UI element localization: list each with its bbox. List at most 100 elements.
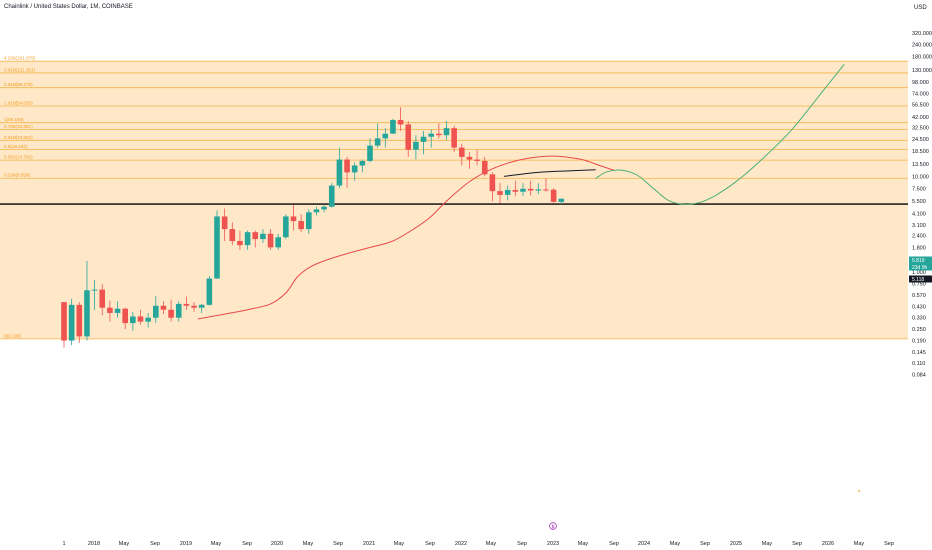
candle-body <box>474 159 480 161</box>
candle-body <box>558 198 565 202</box>
candle <box>168 299 174 322</box>
candle <box>267 229 274 250</box>
x-axis-tick: 2026 <box>822 541 834 547</box>
candle-body <box>497 191 503 195</box>
y-axis-tick: 10.000 <box>912 174 929 180</box>
candle-body <box>153 305 159 318</box>
x-axis-tick: May <box>394 541 405 547</box>
candle-body <box>130 316 136 324</box>
candle-body <box>290 216 297 222</box>
candle <box>145 312 151 328</box>
candle <box>153 295 159 324</box>
candle <box>107 300 113 322</box>
candle <box>237 230 243 250</box>
candle-body <box>198 304 205 308</box>
candle <box>397 107 404 131</box>
candle <box>497 183 503 204</box>
candle-body <box>527 188 534 191</box>
y-axis-tick: 98.000 <box>912 80 929 86</box>
fib-level-label: 0.236(9.558) <box>4 173 31 178</box>
fib-level-label: 1(55.166) <box>4 117 24 122</box>
candle-body <box>229 229 236 242</box>
x-axis-tick: Sep <box>884 541 894 547</box>
fib-level-label: 0(0.198) <box>4 333 22 338</box>
candle-body <box>191 305 197 308</box>
moving-average-line <box>197 155 615 320</box>
curves-layer <box>503 63 860 492</box>
candle-body <box>550 189 557 202</box>
axis-layer: 1 2018 May Sep 2019 May Sep 2020 May Sep 2021 May Se… <box>62 31 931 547</box>
y-axis-tick: 130.000 <box>912 68 932 74</box>
trend-curve <box>503 169 596 177</box>
candle <box>313 206 320 216</box>
candle <box>481 156 488 177</box>
labels-layer: 4.236(161.079) 3.618(121.361) 2.618(99.378… <box>4 56 36 339</box>
fib-level-label: 0.786(30.861) <box>4 124 33 129</box>
candle-body <box>99 289 106 308</box>
candle <box>336 147 343 189</box>
fib-level-label: 4.236(161.079) <box>4 56 36 61</box>
candle <box>298 214 304 233</box>
price-tag-text: 5.118 <box>912 277 924 283</box>
candle-body <box>114 308 121 313</box>
candle-body <box>267 233 274 248</box>
candle <box>61 302 67 348</box>
candle-body <box>504 189 511 195</box>
candle <box>382 128 389 148</box>
fib-level-label: 0.382(14.782) <box>4 155 33 160</box>
fib-level-label: 3.618(121.361) <box>4 67 36 72</box>
price-tag: 5.819 <box>909 256 932 264</box>
y-axis-tick: 0.430 <box>912 305 926 311</box>
candle <box>252 230 259 248</box>
candle-body <box>84 290 90 337</box>
candle-body <box>306 212 312 230</box>
candle <box>512 180 519 197</box>
candle <box>428 129 434 148</box>
candle <box>535 183 542 195</box>
candle-body <box>520 188 526 192</box>
candle-body <box>344 159 350 173</box>
price-tag-bg <box>909 275 932 283</box>
event-marker-icon: ₿ <box>549 522 557 530</box>
candle <box>221 208 228 242</box>
fib-level-label: 2.618(99.378) <box>4 82 33 87</box>
y-axis-tick: 24.500 <box>912 137 929 143</box>
x-axis-tick: 1 <box>62 541 65 547</box>
x-axis-tick: 2019 <box>180 541 192 547</box>
candle-body <box>283 216 289 238</box>
candle-body <box>175 303 182 318</box>
candle <box>390 118 396 134</box>
candle <box>344 156 350 188</box>
candle-body <box>122 308 128 324</box>
y-axis-tick: 0.110 <box>912 361 925 367</box>
y-axis-tick: 0.190 <box>912 339 926 345</box>
y-axis-tick: 4.100 <box>912 211 926 217</box>
y-axis-tick: 7.500 <box>912 186 926 192</box>
candle <box>214 210 220 279</box>
candle <box>306 209 312 234</box>
candle <box>160 301 167 315</box>
candle <box>474 149 480 166</box>
candle <box>198 303 205 313</box>
candle-body <box>160 305 167 310</box>
candle-body <box>336 159 343 186</box>
price-tag-bg <box>909 256 932 264</box>
price-tag-text: 23d 9h <box>912 265 928 271</box>
candle-body <box>489 174 496 192</box>
candle <box>260 229 266 244</box>
candle-body <box>206 278 213 305</box>
candle <box>451 125 457 152</box>
ma-layer <box>197 155 615 320</box>
y-axis-tick: 74.000 <box>912 91 929 97</box>
candle-body <box>68 304 75 341</box>
fib-level-label: 0.5(19.182) <box>4 144 28 149</box>
candle <box>413 135 419 160</box>
fib-layer <box>0 60 908 340</box>
candle-body <box>168 309 174 318</box>
x-axis-tick: 2024 <box>638 541 650 547</box>
y-axis-tick: 2.400 <box>912 233 926 239</box>
candle-body <box>260 233 266 240</box>
candle <box>443 121 450 141</box>
